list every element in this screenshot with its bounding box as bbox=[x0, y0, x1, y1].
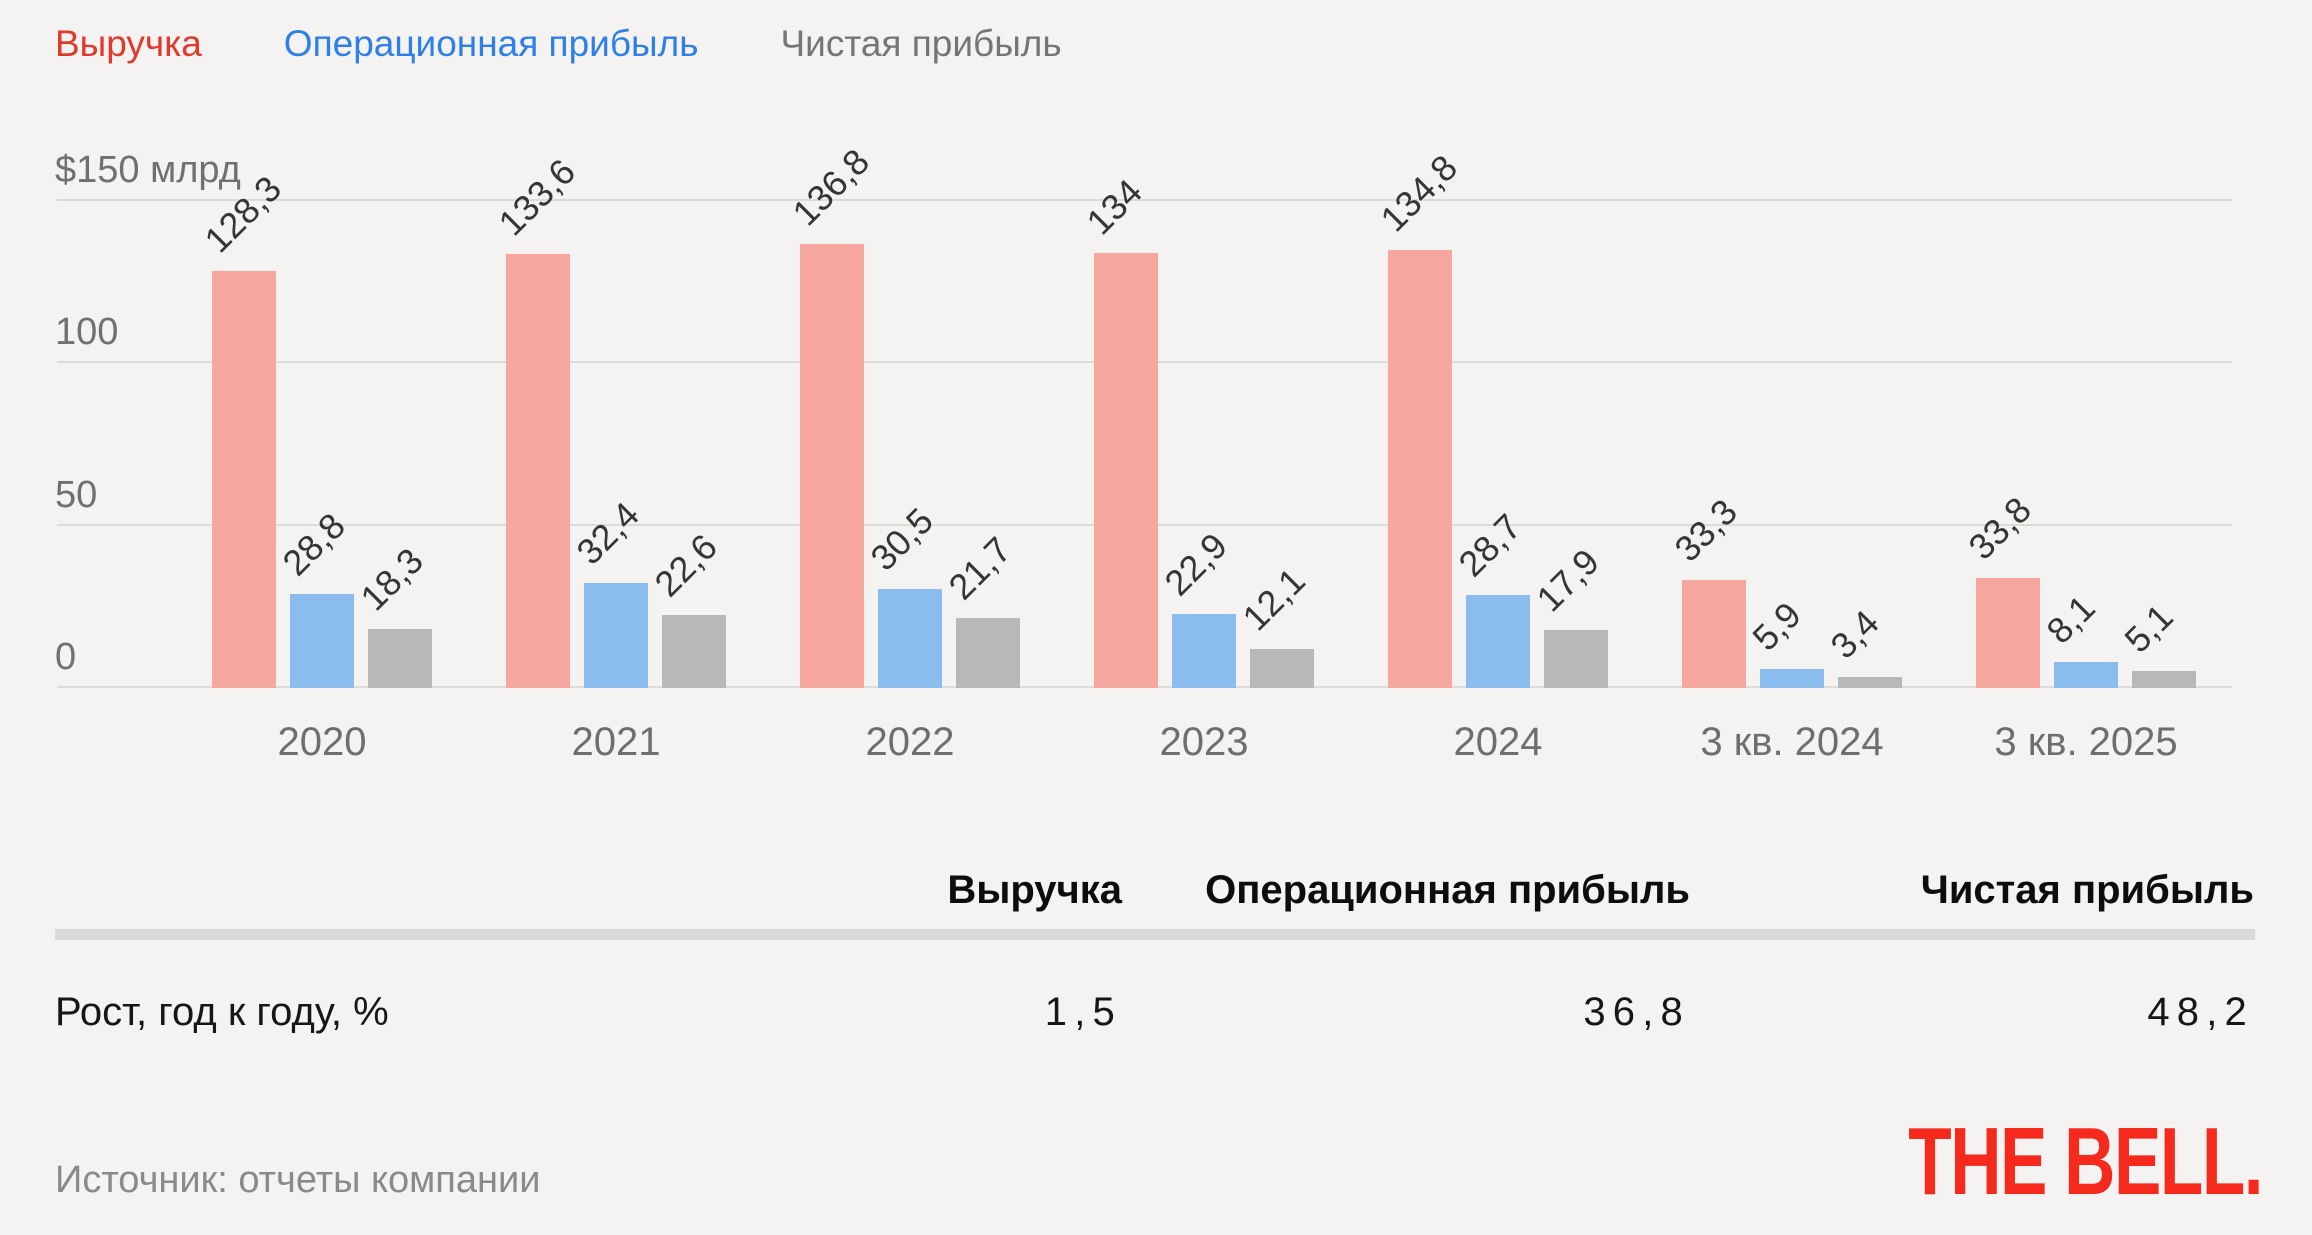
table-header-revenue: Выручка bbox=[947, 868, 1122, 912]
table-header-operating-profit: Операционная прибыль bbox=[1205, 868, 1690, 912]
y-axis-unit-label: $150 млрд bbox=[55, 149, 241, 191]
value-label-net-profit-2021: 22,6 bbox=[646, 525, 725, 605]
bar-revenue-3-кв-2025 bbox=[1976, 578, 2040, 688]
bar-net-profit-2021 bbox=[662, 615, 726, 688]
value-label-net-profit-3-кв-2025: 5,1 bbox=[2116, 596, 2181, 661]
value-label-revenue-2024: 134,8 bbox=[1372, 146, 1466, 240]
table-row-label: Рост, год к году, % bbox=[55, 990, 389, 1034]
value-label-revenue-3-кв-2025: 33,8 bbox=[1960, 488, 2039, 568]
y-tick-50: 50 bbox=[55, 473, 98, 516]
bar-operating-profit-2022 bbox=[878, 589, 942, 688]
x-tick-3-кв-2024: 3 кв. 2024 bbox=[1700, 720, 1884, 764]
value-label-revenue-2023: 134 bbox=[1078, 170, 1150, 243]
table-value-net-profit: 48,2 bbox=[2147, 990, 2254, 1034]
value-label-operating-profit-3-кв-2024: 5,9 bbox=[1744, 594, 1809, 659]
x-tick-3-кв-2025: 3 кв. 2025 bbox=[1994, 720, 2178, 764]
bar-operating-profit-2021 bbox=[584, 583, 648, 688]
gridline-150 bbox=[57, 199, 2232, 201]
value-label-operating-profit-2020: 28,8 bbox=[274, 504, 353, 584]
bar-net-profit-2022 bbox=[956, 618, 1020, 688]
legend-item-net-profit: Чистая прибыль bbox=[780, 23, 1062, 64]
bar-chart: $150 млрд 100 50 0 128,3 28,8 18,3 2020 133,6 32,… bbox=[55, 140, 2232, 764]
bar-revenue-2022 bbox=[800, 244, 864, 688]
table-value-revenue: 1,5 bbox=[1044, 990, 1122, 1034]
bar-revenue-2021 bbox=[506, 254, 570, 688]
value-label-operating-profit-3-кв-2025: 8,1 bbox=[2038, 587, 2103, 652]
x-tick-2023: 2023 bbox=[1159, 720, 1249, 764]
bar-revenue-2024 bbox=[1388, 250, 1452, 688]
the-bell-logo: THE BELL. bbox=[1908, 1108, 2263, 1215]
legend-item-revenue: Выручка bbox=[55, 23, 202, 64]
source-note: Источник: отчеты компании bbox=[55, 1159, 541, 1201]
bar-operating-profit-2023 bbox=[1172, 614, 1236, 688]
bar-operating-profit-2020 bbox=[290, 594, 354, 688]
bar-net-profit-3-кв-2024 bbox=[1838, 677, 1902, 688]
chart-legend: Выручка Операционная прибыль Чистая прибыл… bbox=[55, 22, 1062, 66]
bar-operating-profit-2024 bbox=[1466, 595, 1530, 688]
x-tick-2021: 2021 bbox=[571, 720, 661, 764]
legend-item-operating-profit: Операционная прибыль bbox=[283, 23, 699, 64]
x-tick-2020: 2020 bbox=[277, 720, 367, 764]
bar-net-profit-2020 bbox=[368, 629, 432, 688]
value-label-operating-profit-2021: 32,4 bbox=[568, 493, 647, 573]
table-value-operating-profit: 36,8 bbox=[1583, 990, 1690, 1034]
value-label-operating-profit-2023: 22,9 bbox=[1156, 524, 1235, 604]
value-label-operating-profit-2022: 30,5 bbox=[862, 499, 941, 579]
value-label-net-profit-2020: 18,3 bbox=[352, 539, 431, 619]
value-label-net-profit-3-кв-2024: 3,4 bbox=[1822, 602, 1887, 667]
bar-revenue-3-кв-2024 bbox=[1682, 580, 1746, 688]
value-label-revenue-2022: 136,8 bbox=[784, 140, 878, 234]
bar-revenue-2020 bbox=[212, 271, 276, 688]
y-tick-100: 100 bbox=[55, 311, 119, 354]
bar-operating-profit-3-кв-2025 bbox=[2054, 662, 2118, 688]
value-label-net-profit-2023: 12,1 bbox=[1234, 559, 1313, 639]
table-header-net-profit: Чистая прибыль bbox=[1920, 868, 2254, 912]
y-tick-0: 0 bbox=[55, 636, 77, 678]
value-label-operating-profit-2024: 28,7 bbox=[1450, 505, 1529, 585]
bar-net-profit-2024 bbox=[1544, 630, 1608, 688]
table-divider bbox=[55, 929, 2255, 940]
bar-net-profit-2023 bbox=[1250, 649, 1314, 688]
value-label-net-profit-2024: 17,9 bbox=[1528, 540, 1607, 620]
value-label-net-profit-2022: 21,7 bbox=[940, 528, 1019, 608]
bar-revenue-2023 bbox=[1094, 253, 1158, 688]
bar-operating-profit-3-кв-2024 bbox=[1760, 669, 1824, 688]
x-tick-2024: 2024 bbox=[1453, 720, 1543, 764]
value-label-revenue-2021: 133,6 bbox=[490, 150, 584, 244]
value-label-revenue-3-кв-2024: 33,3 bbox=[1666, 490, 1745, 570]
bar-net-profit-3-кв-2025 bbox=[2132, 671, 2196, 688]
x-tick-2022: 2022 bbox=[865, 720, 955, 764]
